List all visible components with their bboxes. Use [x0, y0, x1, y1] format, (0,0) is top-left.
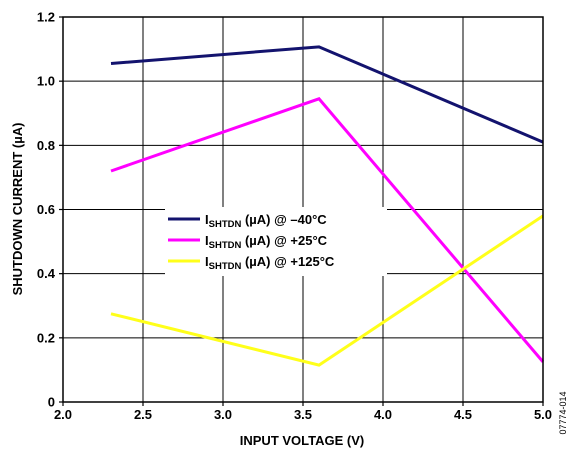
series-lines	[110, 45, 545, 367]
x-tick-label: 4.0	[374, 407, 392, 422]
legend-label-main: I	[205, 233, 209, 248]
legend-label-subscript: SHTDN	[209, 261, 242, 272]
legend-label-0: ISHTDN (µA) @ –40°C	[205, 212, 327, 230]
x-tick-label: 4.5	[454, 407, 472, 422]
series-line-2	[110, 214, 544, 367]
legend-label-subscript: SHTDN	[209, 219, 242, 230]
figure-id: 07774-014	[558, 391, 568, 434]
legend-label-rest: (µA) @ –40°C	[241, 212, 327, 227]
legend-label-subscript: SHTDN	[209, 240, 242, 251]
x-tick-label: 5.0	[534, 407, 552, 422]
y-tick-label: 1.2	[37, 10, 55, 25]
legend-label-main: I	[205, 254, 209, 269]
x-axis-title: INPUT VOLTAGE (V)	[240, 433, 364, 448]
legend-label-rest: (µA) @ +125°C	[241, 254, 335, 269]
x-tick-label: 2.5	[134, 407, 152, 422]
axes	[59, 16, 544, 406]
series-line-1	[110, 97, 545, 363]
y-tick-label: 0	[48, 395, 55, 410]
y-tick-label: 0.4	[37, 266, 56, 281]
x-tick-label: 3.5	[294, 407, 312, 422]
legend-label-1: ISHTDN (µA) @ +25°C	[205, 233, 328, 251]
y-tick-label: 0.2	[37, 330, 55, 345]
y-tick-label: 0.6	[37, 202, 55, 217]
legend-label-rest: (µA) @ +25°C	[241, 233, 327, 248]
x-tick-label: 2.0	[54, 407, 72, 422]
tick-labels: 2.0 2.5 3.0 3.5 4.0 4.5 5.0 0 0.2 0.4 0.6 0.8 1.0 1.2	[37, 10, 552, 423]
y-tick-label: 1.0	[37, 74, 55, 89]
y-tick-label: 0.8	[37, 138, 55, 153]
legend-label-2: ISHTDN (µA) @ +125°C	[205, 254, 335, 272]
legend-label-main: I	[205, 212, 209, 227]
legend-background	[165, 207, 387, 276]
plot-frame	[62, 16, 544, 403]
y-axis-title: SHUTDOWN CURRENT (µA)	[10, 123, 25, 296]
x-tick-label: 3.0	[214, 407, 232, 422]
series-line-0	[110, 45, 544, 144]
